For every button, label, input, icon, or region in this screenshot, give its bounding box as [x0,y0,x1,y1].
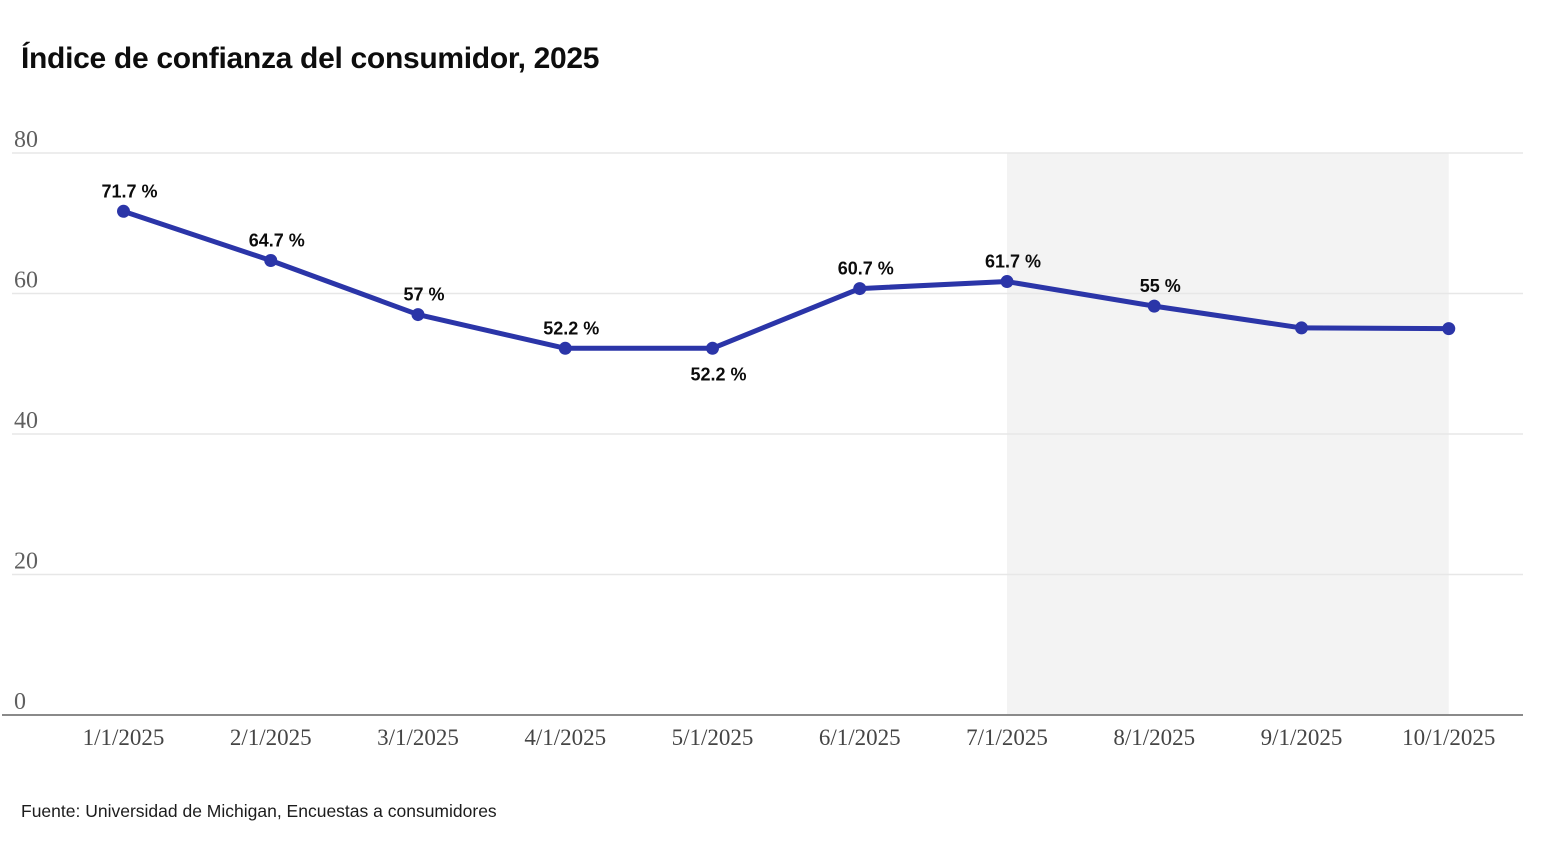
x-tick-label: 2/1/2025 [230,725,312,750]
data-point-label: 64.7 % [249,230,305,250]
x-tick-label: 9/1/2025 [1261,725,1343,750]
x-tick-label: 10/1/2025 [1402,725,1495,750]
data-point [411,308,425,322]
data-point [1147,299,1161,313]
y-tick-label: 80 [14,127,38,153]
data-point [706,341,719,355]
data-line [121,208,1452,351]
data-point [1295,321,1308,335]
data-point [558,341,572,355]
data-point [853,282,867,296]
data-point-label: 52.2 % [690,364,746,384]
x-tick-label: 3/1/2025 [377,725,459,750]
chart-source: Fuente: Universidad de Michigan, Encuest… [21,801,497,821]
data-point-label: 71.7 % [101,181,157,201]
chart-title: Índice de confianza del consumidor, 2025 [21,42,600,75]
y-tick-label: 60 [14,268,38,294]
data-point-label: 57 % [403,285,444,305]
data-point [1442,322,1456,336]
x-tick-label: 5/1/2025 [672,725,754,750]
x-tick-label: 6/1/2025 [819,725,901,750]
x-tick-label: 8/1/2025 [1113,725,1195,750]
y-tick-label: 20 [14,549,38,575]
y-tick-label: 40 [14,408,38,434]
data-point-label: 52.2 % [543,318,599,338]
y-tick-label: 0 [14,689,26,715]
x-tick-label: 1/1/2025 [83,725,165,750]
data-point [117,204,130,218]
x-tick-label: 4/1/2025 [524,725,606,750]
data-point-label: 60.7 % [838,259,894,279]
data-point [264,253,278,267]
data-point [1000,275,1014,289]
data-point-label: 61.7 % [985,252,1041,272]
x-tick-label: 7/1/2025 [966,725,1048,750]
data-point-label: 55 % [1140,276,1181,296]
